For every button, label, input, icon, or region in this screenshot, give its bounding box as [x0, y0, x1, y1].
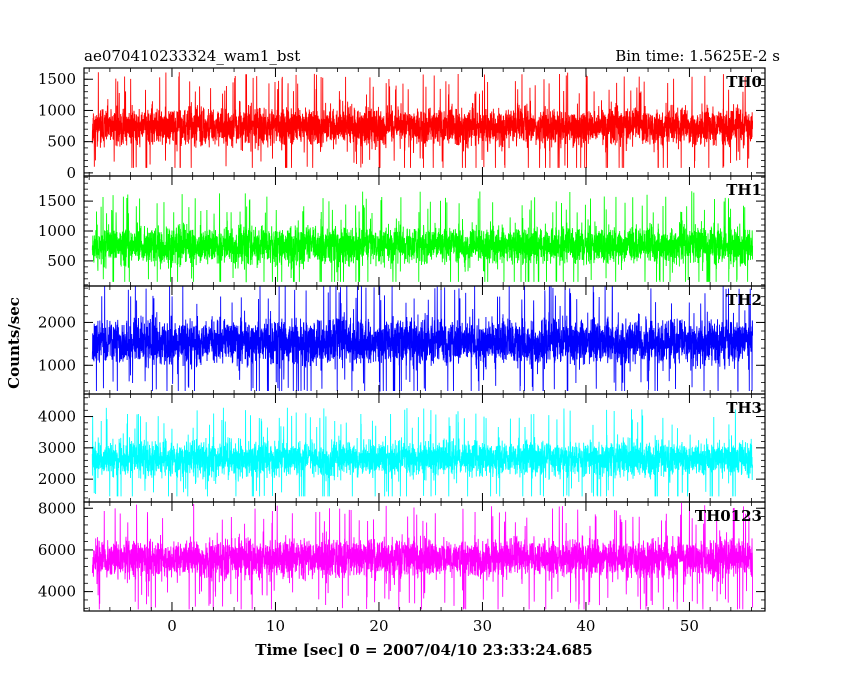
- x-tick-label: 0: [167, 617, 177, 635]
- panel-label-th0: TH0: [726, 73, 762, 91]
- y-tick-label: 4000: [38, 583, 76, 601]
- panel-label-th0123: TH0123: [695, 507, 762, 525]
- y-tick-label: 4000: [38, 408, 76, 426]
- x-tick-label: 40: [576, 617, 595, 635]
- y-tick-label: 500: [47, 252, 76, 270]
- panel-th2: 1000 2000 TH2: [38, 285, 766, 395]
- y-tick-label: 1500: [38, 70, 76, 88]
- y-tick-label: 2000: [38, 313, 76, 331]
- bin-time-label: Bin time: 1.5625E-2 s: [615, 47, 780, 65]
- y-tick-label: 1000: [38, 101, 76, 119]
- x-tick-label: 50: [680, 617, 699, 635]
- y-tick-label: 8000: [38, 499, 76, 517]
- series-line-th3: [91, 407, 754, 497]
- y-tick-label: 1000: [38, 222, 76, 240]
- x-tick-label: 20: [369, 617, 388, 635]
- series-line-th1: [91, 191, 754, 283]
- x-tick-label: 10: [266, 617, 285, 635]
- y-tick-label: 3000: [38, 439, 76, 457]
- panel-th0: 0 500 1000 1500 TH0: [38, 67, 766, 182]
- panel-th3: 2000 3000 4000 TH3: [38, 393, 766, 503]
- panel-label-th1: TH1: [726, 181, 762, 199]
- y-tick-label: 6000: [38, 541, 76, 559]
- panel-label-th2: TH2: [726, 291, 762, 309]
- series-line-th2: [91, 285, 754, 392]
- chart-title: ae070410233324_wam1_bst: [84, 47, 300, 65]
- y-tick-label: 0: [66, 164, 76, 182]
- panel-label-th3: TH3: [726, 399, 762, 417]
- series-line-th0: [91, 72, 754, 168]
- y-tick-label: 1000: [38, 356, 76, 374]
- x-axis-label: Time [sec] 0 = 2007/04/10 23:33:24.685: [255, 641, 592, 659]
- y-tick-label: 2000: [38, 470, 76, 488]
- y-tick-label: 500: [47, 133, 76, 151]
- panel-frame: [83, 501, 766, 612]
- series-line-th0123: [91, 502, 754, 610]
- panel-th1: 500 1000 1500 TH1: [38, 175, 766, 287]
- x-tick-label: 30: [473, 617, 492, 635]
- panel-th0123: 4000 6000 8000 TH0123 0 10 20 30 40 50: [38, 499, 766, 635]
- y-axis-label: Counts/sec: [5, 297, 23, 389]
- y-tick-label: 1500: [38, 192, 76, 210]
